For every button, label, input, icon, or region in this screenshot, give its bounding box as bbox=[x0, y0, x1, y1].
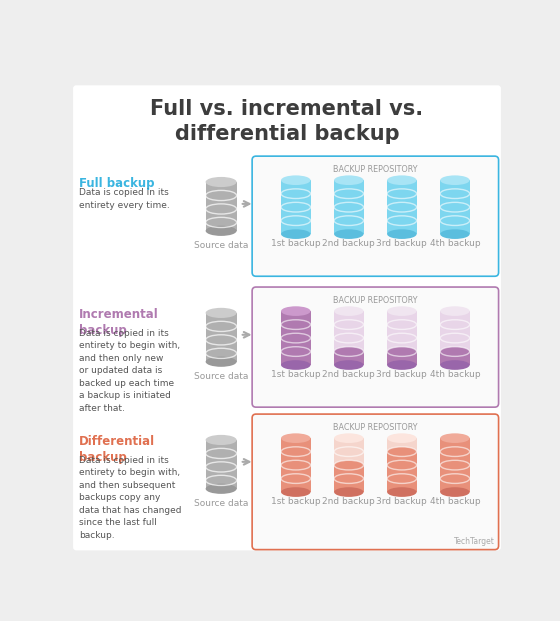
Bar bbox=[334, 465, 363, 492]
Text: 3rd backup: 3rd backup bbox=[376, 370, 427, 379]
Text: 4th backup: 4th backup bbox=[430, 239, 480, 248]
Ellipse shape bbox=[334, 306, 363, 316]
Text: 2nd backup: 2nd backup bbox=[323, 370, 375, 379]
Bar bbox=[206, 313, 237, 361]
Bar bbox=[387, 311, 417, 351]
Text: Source data: Source data bbox=[194, 499, 248, 508]
Ellipse shape bbox=[387, 306, 417, 316]
Ellipse shape bbox=[206, 356, 237, 367]
Text: Differential
backup: Differential backup bbox=[80, 435, 156, 464]
Bar bbox=[334, 351, 363, 365]
Bar bbox=[440, 180, 470, 234]
Text: 1st backup: 1st backup bbox=[271, 239, 320, 248]
Ellipse shape bbox=[334, 360, 363, 370]
Ellipse shape bbox=[440, 347, 470, 356]
Bar bbox=[206, 440, 237, 489]
Ellipse shape bbox=[440, 433, 470, 443]
Bar bbox=[387, 351, 417, 365]
Bar bbox=[281, 438, 310, 492]
Bar bbox=[440, 351, 470, 365]
Ellipse shape bbox=[387, 360, 417, 370]
Ellipse shape bbox=[206, 308, 237, 318]
Text: Data is copied in its
entirety to begin with,
and then only new
or updated data : Data is copied in its entirety to begin … bbox=[80, 329, 180, 412]
Bar bbox=[440, 311, 470, 351]
Bar bbox=[387, 438, 417, 451]
Text: Data is copied in its
entirety to begin with,
and then subsequent
backups copy a: Data is copied in its entirety to begin … bbox=[80, 456, 182, 540]
Text: TechTarget: TechTarget bbox=[454, 537, 494, 546]
Text: Data is copied in its
entirety every time.: Data is copied in its entirety every tim… bbox=[80, 189, 170, 210]
Ellipse shape bbox=[334, 460, 363, 470]
Bar bbox=[334, 311, 363, 351]
Ellipse shape bbox=[206, 177, 237, 187]
Ellipse shape bbox=[334, 487, 363, 497]
Bar bbox=[281, 180, 310, 234]
Text: 3rd backup: 3rd backup bbox=[376, 239, 427, 248]
Ellipse shape bbox=[334, 229, 363, 239]
Ellipse shape bbox=[281, 433, 310, 443]
FancyBboxPatch shape bbox=[252, 287, 498, 407]
Bar bbox=[281, 311, 310, 365]
Bar bbox=[387, 180, 417, 234]
Ellipse shape bbox=[440, 229, 470, 239]
Ellipse shape bbox=[281, 175, 310, 185]
Text: 2nd backup: 2nd backup bbox=[323, 497, 375, 506]
Ellipse shape bbox=[387, 229, 417, 239]
Ellipse shape bbox=[440, 360, 470, 370]
Text: 4th backup: 4th backup bbox=[430, 370, 480, 379]
FancyBboxPatch shape bbox=[252, 156, 498, 276]
Ellipse shape bbox=[440, 175, 470, 185]
Text: Source data: Source data bbox=[194, 372, 248, 381]
Ellipse shape bbox=[440, 487, 470, 497]
Bar bbox=[440, 438, 470, 492]
Ellipse shape bbox=[281, 360, 310, 370]
Bar bbox=[206, 182, 237, 231]
Text: 3rd backup: 3rd backup bbox=[376, 497, 427, 506]
Ellipse shape bbox=[387, 347, 417, 356]
Bar bbox=[387, 451, 417, 492]
Ellipse shape bbox=[334, 175, 363, 185]
Text: BACKUP REPOSITORY: BACKUP REPOSITORY bbox=[333, 166, 418, 175]
Ellipse shape bbox=[281, 306, 310, 316]
Text: Source data: Source data bbox=[194, 241, 248, 250]
FancyBboxPatch shape bbox=[252, 414, 498, 550]
Ellipse shape bbox=[334, 347, 363, 356]
Text: Incremental
backup: Incremental backup bbox=[80, 308, 159, 337]
Ellipse shape bbox=[387, 175, 417, 185]
Bar bbox=[334, 180, 363, 234]
Ellipse shape bbox=[206, 484, 237, 494]
Text: BACKUP REPOSITORY: BACKUP REPOSITORY bbox=[333, 296, 418, 306]
Ellipse shape bbox=[206, 226, 237, 236]
Text: 1st backup: 1st backup bbox=[271, 370, 320, 379]
Text: 4th backup: 4th backup bbox=[430, 497, 480, 506]
Text: 1st backup: 1st backup bbox=[271, 497, 320, 506]
Text: 2nd backup: 2nd backup bbox=[323, 239, 375, 248]
Bar bbox=[334, 438, 363, 465]
Ellipse shape bbox=[206, 435, 237, 445]
Ellipse shape bbox=[440, 306, 470, 316]
Text: Full vs. incremental vs.
differential backup: Full vs. incremental vs. differential ba… bbox=[151, 99, 423, 144]
Ellipse shape bbox=[281, 487, 310, 497]
Ellipse shape bbox=[387, 433, 417, 443]
FancyBboxPatch shape bbox=[73, 85, 501, 550]
Ellipse shape bbox=[334, 433, 363, 443]
Ellipse shape bbox=[281, 229, 310, 239]
Text: BACKUP REPOSITORY: BACKUP REPOSITORY bbox=[333, 424, 418, 432]
Ellipse shape bbox=[387, 487, 417, 497]
Text: Full backup: Full backup bbox=[80, 177, 155, 190]
Ellipse shape bbox=[387, 447, 417, 456]
